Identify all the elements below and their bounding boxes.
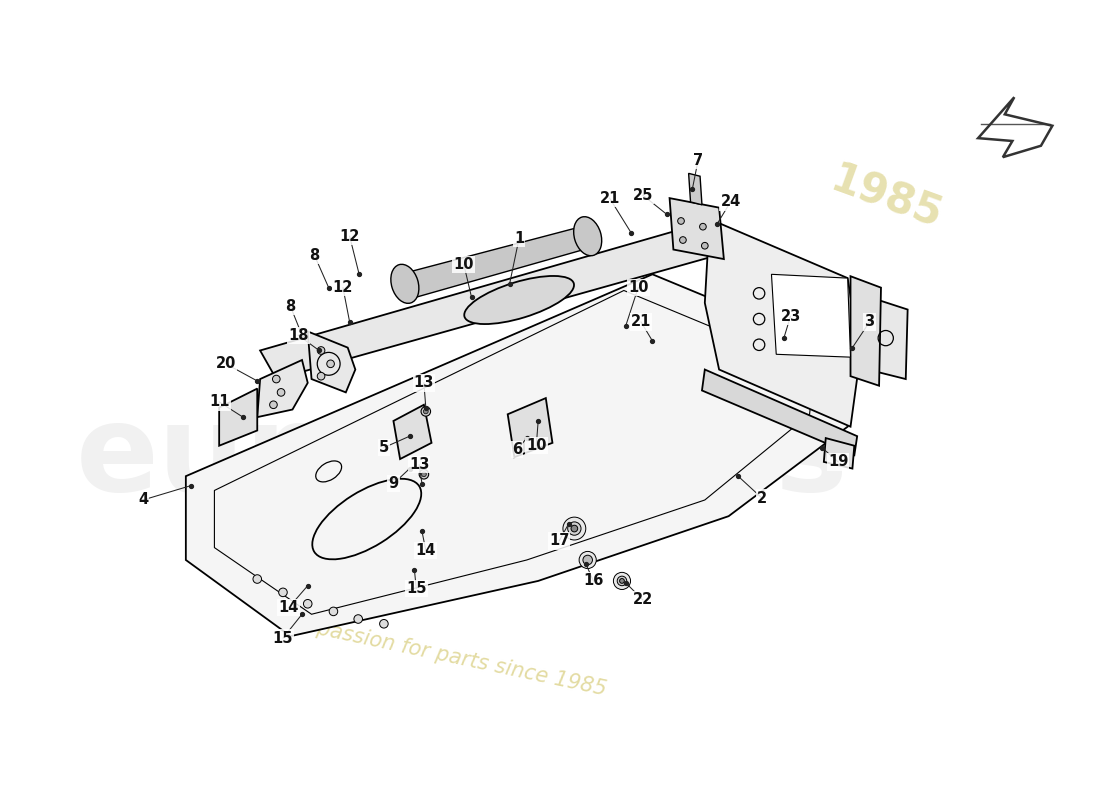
Circle shape (678, 218, 684, 224)
Polygon shape (705, 219, 860, 426)
Ellipse shape (574, 217, 602, 256)
Polygon shape (702, 370, 857, 455)
Text: 5: 5 (378, 440, 389, 455)
Circle shape (702, 242, 708, 249)
Text: 13: 13 (409, 458, 429, 472)
Text: 21: 21 (630, 314, 651, 330)
Text: 18: 18 (288, 328, 308, 342)
Polygon shape (219, 389, 257, 446)
Circle shape (700, 223, 706, 230)
Polygon shape (850, 276, 881, 386)
Text: 24: 24 (720, 194, 740, 210)
Text: 21: 21 (600, 190, 619, 206)
Text: 11: 11 (209, 394, 230, 410)
Text: 22: 22 (632, 593, 653, 607)
Text: 7: 7 (693, 153, 703, 167)
Circle shape (571, 526, 578, 532)
Circle shape (563, 517, 586, 540)
Text: 8: 8 (286, 299, 296, 314)
Text: 10: 10 (526, 438, 547, 454)
Text: 6: 6 (513, 442, 522, 457)
Circle shape (619, 578, 625, 583)
Polygon shape (308, 331, 355, 392)
Polygon shape (771, 274, 850, 357)
Circle shape (617, 576, 627, 586)
Text: 25: 25 (632, 188, 653, 202)
Circle shape (277, 389, 285, 396)
Circle shape (354, 614, 363, 623)
Polygon shape (868, 297, 908, 379)
Text: 10: 10 (453, 258, 474, 272)
Text: 12: 12 (340, 229, 360, 244)
Circle shape (583, 555, 593, 565)
Text: 1985: 1985 (824, 158, 947, 238)
Ellipse shape (464, 276, 574, 324)
Polygon shape (689, 174, 702, 205)
Circle shape (680, 237, 686, 243)
Polygon shape (257, 360, 308, 417)
Text: 16: 16 (583, 574, 604, 589)
Text: 17: 17 (549, 534, 570, 549)
Text: 9: 9 (388, 476, 398, 491)
Circle shape (304, 599, 312, 608)
Circle shape (421, 472, 427, 477)
Circle shape (419, 470, 429, 479)
Text: 14: 14 (278, 600, 299, 615)
Text: 15: 15 (273, 630, 294, 646)
Polygon shape (508, 398, 552, 457)
Polygon shape (400, 226, 597, 297)
Ellipse shape (390, 264, 419, 303)
Text: 14: 14 (416, 543, 436, 558)
Text: 15: 15 (406, 581, 427, 596)
Text: 4: 4 (138, 493, 148, 507)
Circle shape (329, 607, 338, 616)
Polygon shape (260, 224, 728, 379)
Circle shape (278, 588, 287, 597)
Circle shape (270, 401, 277, 409)
Text: 20: 20 (216, 356, 236, 371)
Text: 12: 12 (333, 280, 353, 295)
Text: eurospares: eurospares (76, 398, 848, 516)
Text: 1: 1 (514, 230, 525, 246)
Circle shape (579, 551, 596, 569)
Text: 13: 13 (414, 375, 435, 390)
Circle shape (327, 360, 334, 368)
Polygon shape (824, 438, 855, 469)
Circle shape (424, 409, 428, 414)
Text: 19: 19 (828, 454, 848, 470)
Text: 10: 10 (628, 280, 648, 295)
Text: 3: 3 (865, 314, 874, 330)
Circle shape (568, 522, 581, 535)
Polygon shape (394, 405, 431, 459)
Polygon shape (670, 198, 724, 259)
Circle shape (253, 574, 262, 583)
Text: 8: 8 (309, 248, 319, 262)
Circle shape (614, 572, 630, 590)
Circle shape (379, 619, 388, 628)
Circle shape (317, 346, 324, 354)
Circle shape (317, 372, 324, 380)
Text: a passion for parts since 1985: a passion for parts since 1985 (296, 614, 608, 700)
Circle shape (273, 375, 280, 383)
Text: 23: 23 (780, 309, 801, 324)
Polygon shape (186, 274, 852, 636)
Text: 2: 2 (757, 490, 767, 506)
Circle shape (421, 406, 430, 416)
